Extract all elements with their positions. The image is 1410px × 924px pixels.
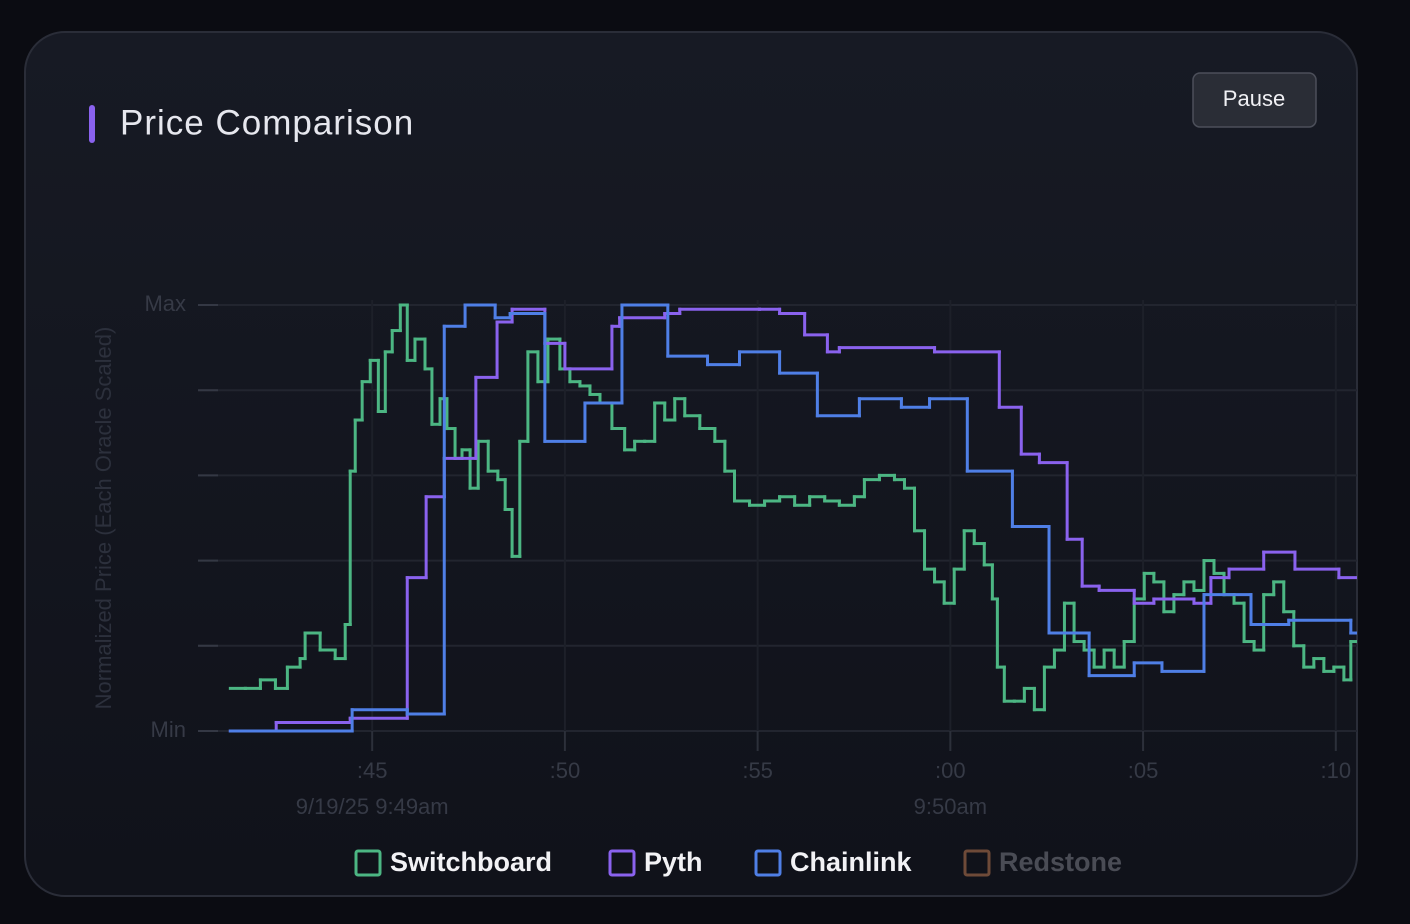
title-accent (89, 105, 95, 143)
x-tick-label: :45 (357, 758, 388, 783)
legend-label: Pyth (644, 847, 703, 877)
legend-label: Redstone (999, 847, 1122, 877)
legend-swatch (354, 849, 382, 877)
legend-swatch (608, 849, 636, 877)
chart-title: Price Comparison (120, 103, 414, 142)
x-tick-label: :55 (742, 758, 773, 783)
card (24, 31, 1358, 897)
pause-button[interactable] (1192, 72, 1317, 128)
pause-button-label[interactable]: Pause (1223, 86, 1285, 111)
x-sublabel: 9/19/25 9:49am (296, 794, 449, 819)
x-tick-label: :10 (1321, 758, 1352, 783)
x-tick-label: :05 (1128, 758, 1159, 783)
y-tick-label: Min (151, 717, 186, 742)
x-sublabel: 9:50am (914, 794, 987, 819)
x-tick-label: :00 (935, 758, 966, 783)
legend-label: Chainlink (790, 847, 912, 877)
legend-swatch (963, 849, 991, 877)
y-tick-label: Max (144, 291, 186, 316)
legend-swatch (754, 849, 782, 877)
legend-label: Switchboard (390, 847, 552, 877)
x-tick-label: :50 (550, 758, 581, 783)
y-axis-label: Normalized Price (Each Oracle Scaled) (91, 327, 116, 710)
